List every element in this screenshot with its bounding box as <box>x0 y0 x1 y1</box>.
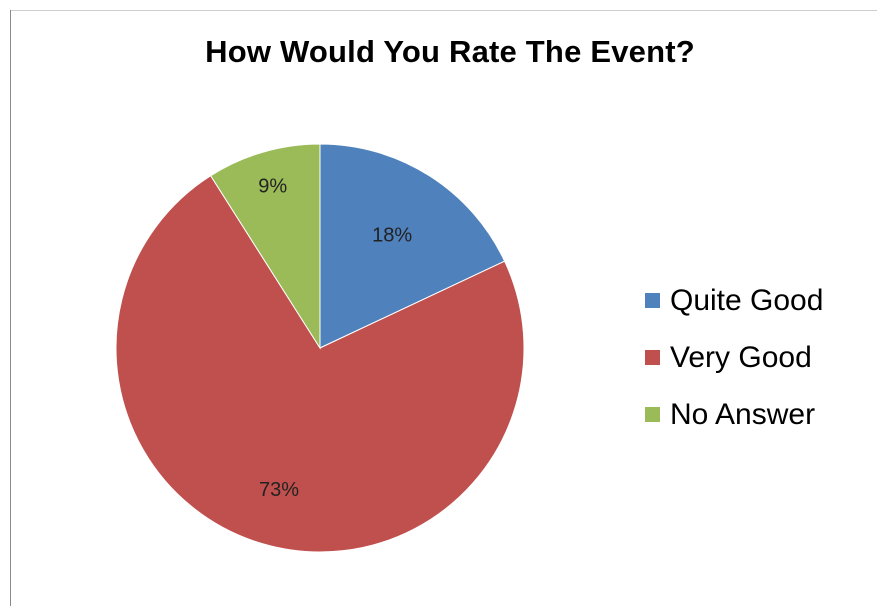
legend-swatch <box>645 407 660 422</box>
chart-title: How Would You Rate The Event? <box>205 34 695 69</box>
pie-slice-very-good <box>115 175 525 553</box>
legend-item-very-good: Very Good <box>645 329 823 386</box>
pie-slice-no-answer <box>210 143 321 350</box>
data-label-quite-good: 18% <box>372 224 412 246</box>
frame-border-top <box>10 10 877 11</box>
legend-swatch <box>645 293 660 308</box>
data-label-no-answer: 9% <box>258 175 287 197</box>
legend-label: Quite Good <box>670 283 824 317</box>
frame-border-left <box>10 10 11 606</box>
legend-label: Very Good <box>670 340 812 374</box>
chart-legend: Quite Good Very Good No Answer <box>645 272 823 443</box>
data-label-very-good: 73% <box>259 479 299 501</box>
legend-swatch <box>645 350 660 365</box>
pie-slice-quite-good <box>319 143 506 349</box>
legend-item-quite-good: Quite Good <box>645 272 823 329</box>
legend-label: No Answer <box>670 397 816 431</box>
legend-item-no-answer: No Answer <box>645 386 823 443</box>
